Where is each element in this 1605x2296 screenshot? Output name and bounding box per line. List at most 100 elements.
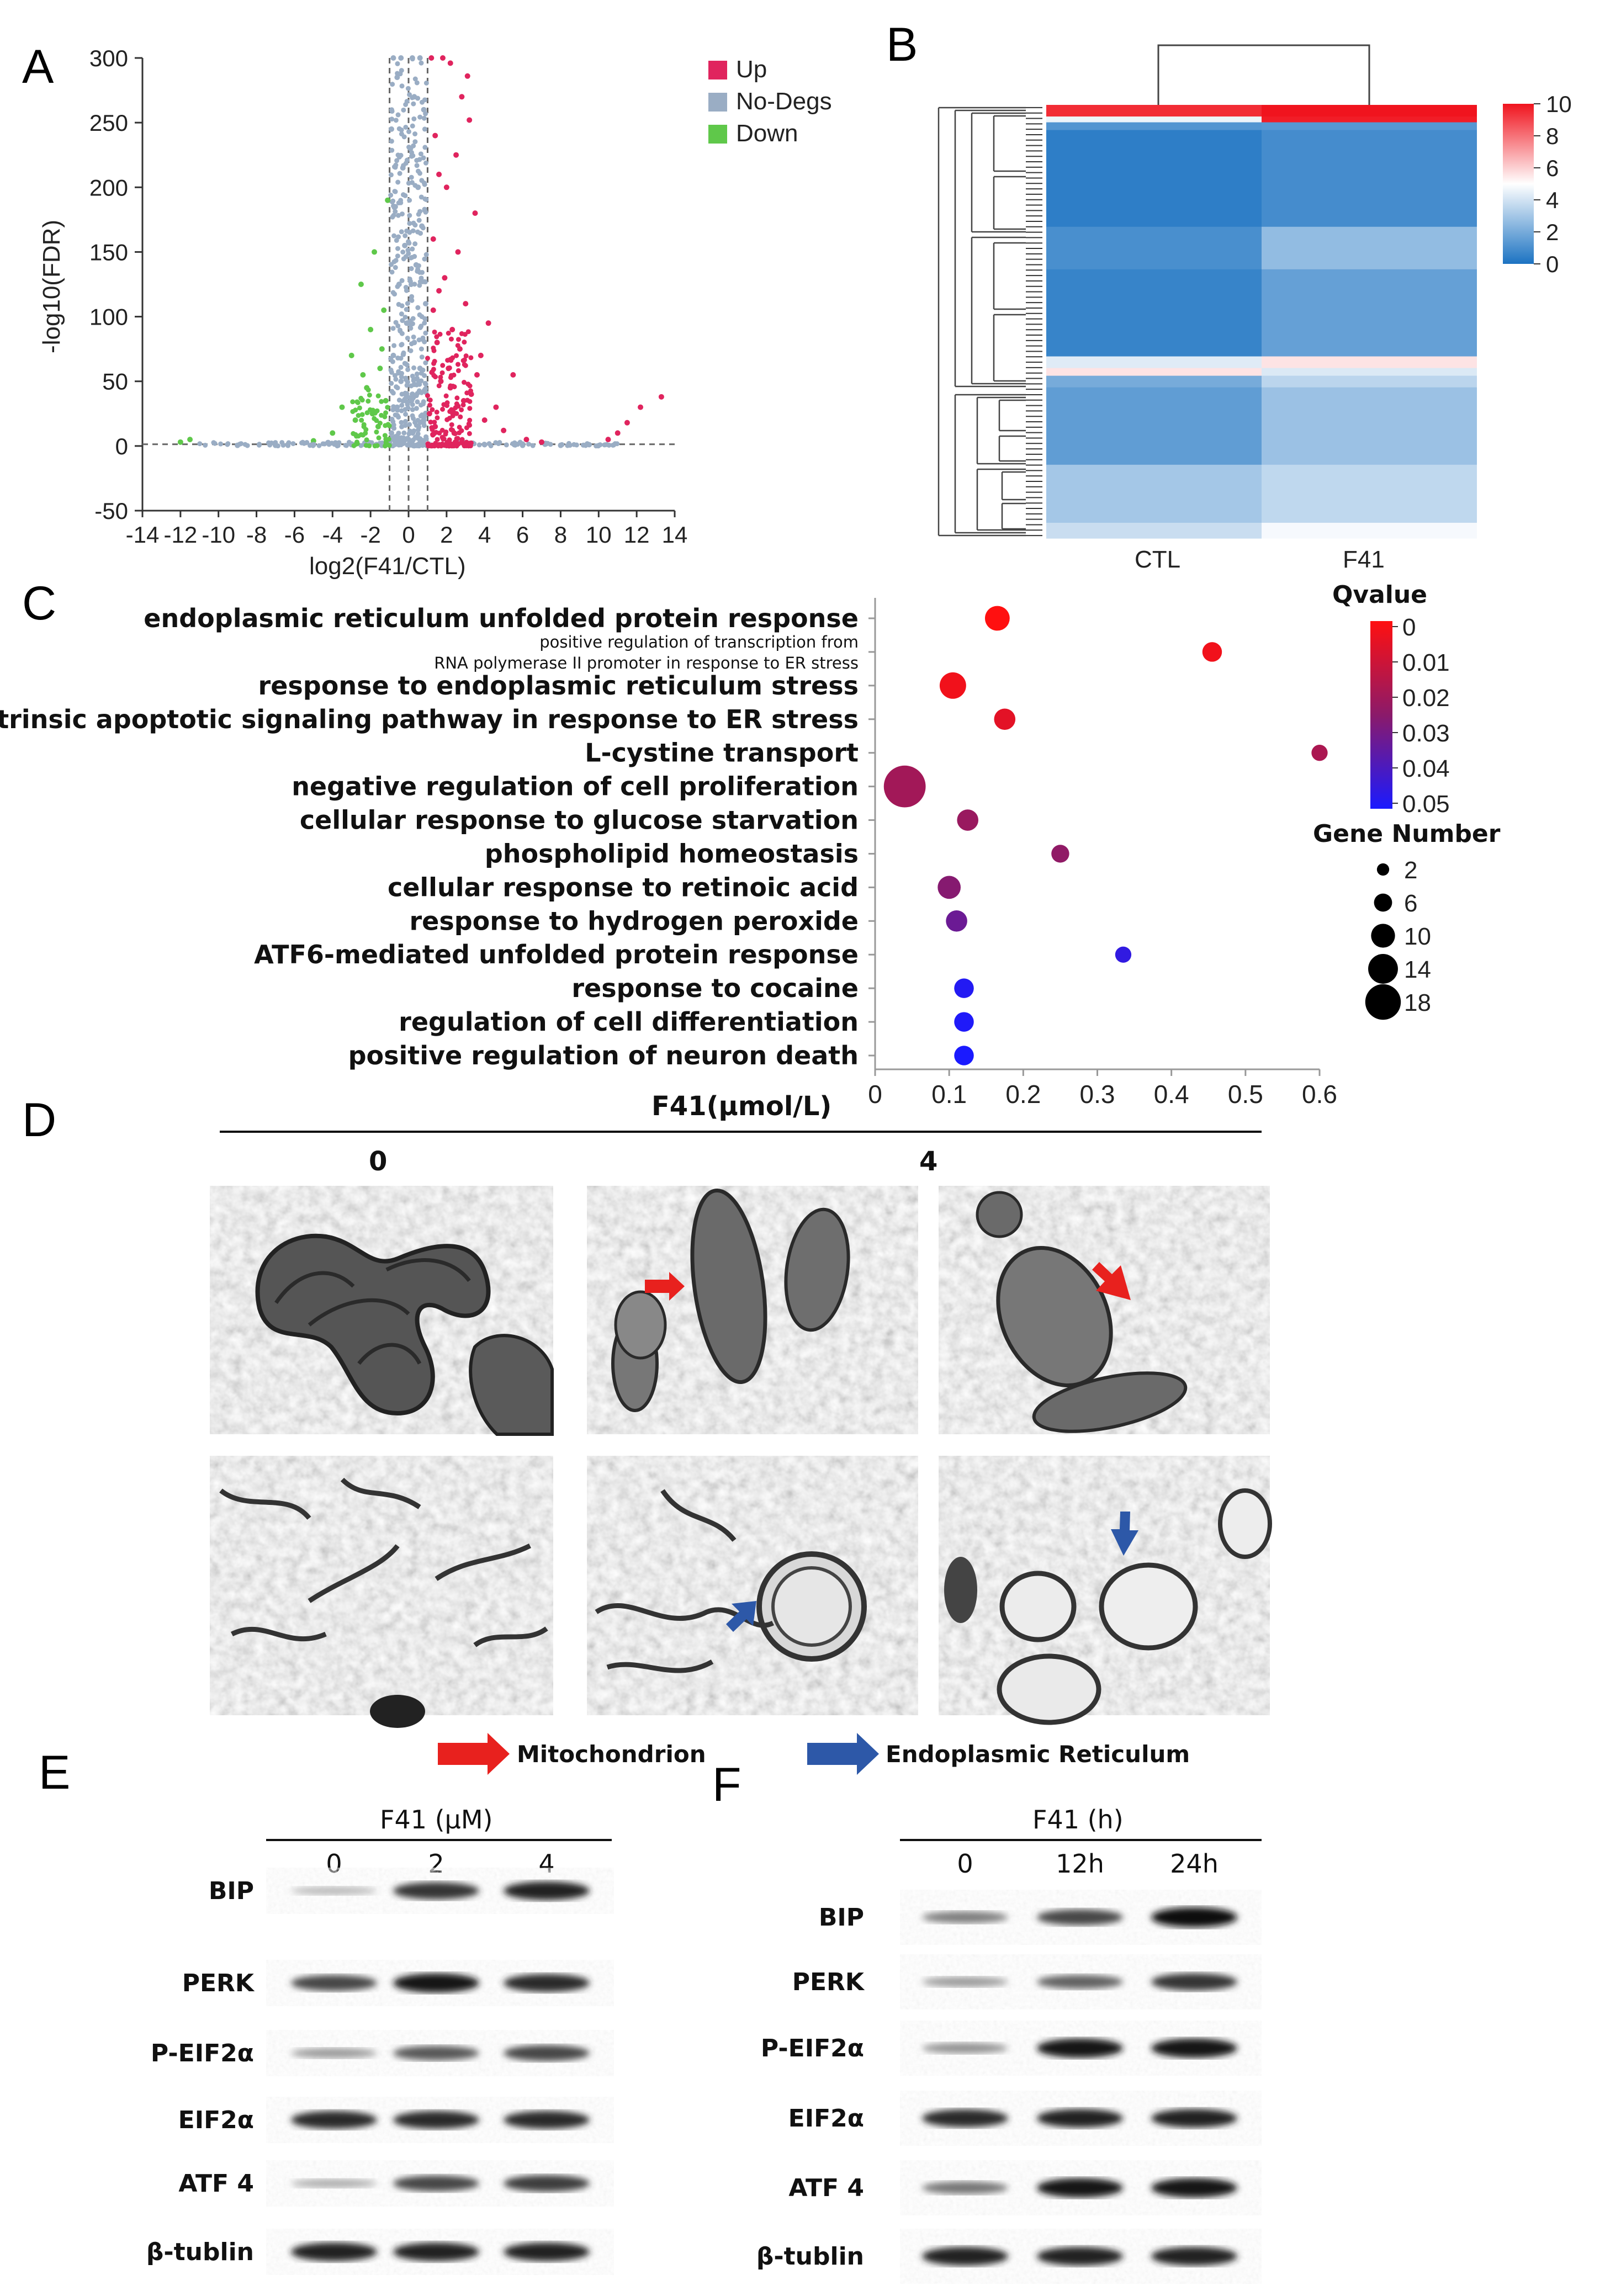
volcano-x-tick-label: 0	[402, 522, 415, 548]
gene-number-legend-label: 2	[1404, 857, 1417, 884]
volcano-point-nodeg	[399, 211, 405, 217]
volcano-point-up	[454, 411, 459, 416]
go-x-tick-label: 0.6	[1302, 1080, 1337, 1109]
go-term-label: L-cystine transport	[585, 738, 859, 768]
volcano-point-up	[459, 407, 464, 412]
volcano-point-down	[339, 404, 345, 410]
blot-row-label: EIF2α	[178, 2106, 254, 2134]
volcano-point-up	[448, 336, 454, 342]
volcano-point-nodeg	[411, 220, 416, 226]
volcano-point-nodeg	[393, 320, 399, 325]
volcano-point-nodeg	[320, 441, 326, 447]
qvalue-legend-title: Qvalue	[1332, 581, 1427, 609]
volcano-point-up	[425, 441, 431, 447]
heatmap-cell	[1046, 368, 1262, 377]
volcano-point-nodeg	[394, 384, 399, 390]
volcano-point-down	[370, 407, 375, 413]
volcano-xlabel: log2(F41/CTL)	[309, 553, 466, 580]
volcano-point-up	[462, 340, 467, 345]
volcano-point-up	[449, 407, 454, 412]
volcano-point-down	[354, 399, 360, 405]
er-arrow-2	[1111, 1512, 1138, 1556]
volcano-point-no-degs	[310, 442, 316, 448]
volcano-point-nodeg	[402, 315, 408, 320]
blot-band	[393, 2111, 479, 2129]
western-blot-time: F41 (h) 0 12h 24h BIP PERK P-EIF2α EIF2α ATF 4…	[756, 1805, 1263, 2285]
volcano-point-nodeg	[405, 442, 410, 448]
volcano-point-nodeg	[416, 337, 422, 343]
heatmap-cell	[1262, 116, 1477, 123]
volcano-point-nodeg	[406, 181, 411, 186]
volcano-point-up	[432, 420, 437, 425]
volcano-legend-swatch	[708, 125, 727, 144]
blot-row-label: ATF 4	[788, 2174, 864, 2202]
volcano-point-up	[434, 334, 439, 340]
panel-label-d: D	[22, 1094, 56, 1147]
volcano-point-up	[454, 401, 459, 407]
volcano-point-down	[363, 431, 368, 436]
go-x-tick-label: 0.4	[1154, 1080, 1189, 1109]
volcano-point-up	[441, 436, 446, 442]
go-bubble	[939, 672, 966, 699]
volcano-point-down	[379, 412, 384, 418]
volcano-point-nodeg	[395, 213, 401, 218]
volcano-point-up	[444, 417, 450, 422]
qvalue-colorbar-ticks: 0 0.01 0.02 0.03 0.04 0.05	[1392, 614, 1450, 818]
blot-band	[291, 2111, 377, 2129]
volcano-point-up	[430, 427, 435, 432]
volcano-point-nodeg	[411, 116, 417, 121]
legend-label-er: Endoplasmic Reticulum	[886, 1741, 1190, 1768]
volcano-point-nodeg	[423, 80, 429, 86]
gene-number-legend-label: 6	[1404, 890, 1417, 917]
tem-image-mito-treated-2	[939, 1186, 1270, 1434]
volcano-point-nodeg	[410, 413, 415, 418]
tem-header: F41(μmol/L)	[651, 1091, 831, 1122]
heatmap-cell	[1262, 122, 1477, 131]
volcano-point-nodeg	[393, 258, 399, 263]
volcano-point-nodeg	[396, 234, 401, 240]
volcano-point-nodeg	[408, 348, 414, 353]
volcano-point-up	[468, 388, 474, 394]
blot-band	[1151, 2247, 1237, 2266]
volcano-point-up	[493, 404, 499, 410]
volcano-point-nodeg	[422, 182, 427, 187]
volcano-points	[177, 55, 664, 449]
volcano-point-up	[435, 415, 440, 421]
er-arrow-1	[726, 1601, 756, 1632]
volcano-point-up	[442, 275, 448, 281]
volcano-point-nodeg	[530, 443, 536, 448]
volcano-point-nodeg	[395, 179, 401, 185]
blot-band	[1151, 2109, 1237, 2128]
volcano-x-tick-label: 2	[440, 522, 453, 548]
volcano-point-up	[468, 355, 474, 360]
go-term-label: regulation of cell differentiation	[399, 1007, 859, 1037]
volcano-point-nodeg	[395, 61, 400, 66]
volcano-point-nodeg	[398, 198, 404, 203]
volcano-point-nodeg	[399, 83, 405, 89]
volcano-point-up	[428, 420, 433, 425]
heatmap-cell	[1262, 356, 1477, 369]
volcano-point-no-degs	[235, 442, 241, 448]
volcano-x-tick-label: -12	[164, 522, 198, 548]
volcano-x-tick-label: -4	[322, 522, 343, 548]
gene-number-legend-dot	[1376, 863, 1390, 876]
volcano-point-down	[363, 443, 369, 448]
volcano-point-nodeg	[393, 118, 399, 123]
volcano-point-down	[366, 387, 371, 393]
volcano-point-up	[446, 443, 452, 449]
tem-dose-4: 4	[919, 1146, 937, 1177]
volcano-point-nodeg	[401, 352, 406, 357]
volcano-point-up	[430, 407, 435, 412]
volcano-point-nodeg	[414, 158, 420, 163]
blot-band	[393, 2045, 479, 2061]
volcano-point-up	[443, 393, 449, 399]
volcano-point-nodeg	[242, 442, 248, 447]
volcano-point-nodeg	[423, 252, 429, 257]
volcano-point-nodeg	[401, 107, 406, 113]
volcano-point-nodeg	[415, 431, 421, 437]
volcano-point-up	[474, 372, 480, 378]
volcano-point-nodeg	[415, 399, 420, 405]
volcano-point-down	[358, 282, 364, 287]
volcano-point-nodeg	[414, 393, 419, 399]
volcano-point-nodeg	[396, 126, 402, 131]
